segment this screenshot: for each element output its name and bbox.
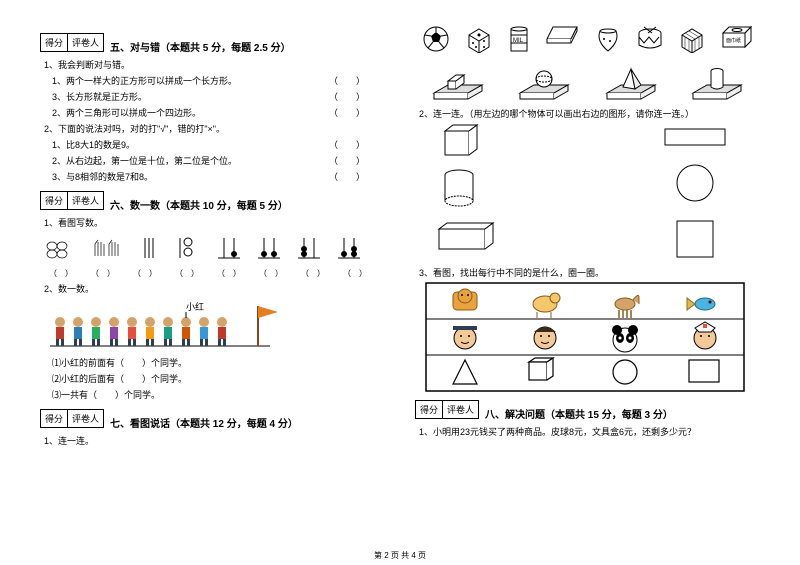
q5-2a: 1、比8大1的数是9。（ ）: [52, 138, 385, 151]
q6-1: 1、看图写数。: [44, 216, 385, 229]
cube-platform-icon: [428, 59, 488, 101]
score-label: 得分: [40, 409, 68, 428]
q5-2: 2、下面的说法对吗，对的打"√"，错的打"×"。: [44, 122, 385, 135]
section-6-title: 六、数一数（本题共 10 分，每题 5 分）: [110, 197, 288, 212]
can-icon: MIL: [507, 25, 531, 53]
section-7-header: 得分 评卷人 七、看图说话（本题共 12 分，每题 4 分）: [40, 409, 385, 430]
q5-1a: 1、两个一样大的正方形可以拼成一个长方形。（ ）: [52, 74, 385, 87]
section-5-header: 得分 评卷人 五、对与错（本题共 5 分，每题 2.5 分）: [40, 33, 385, 54]
q5-1c: 2、两个三角形可以拼成一个四边形。（ ）: [52, 106, 385, 119]
grader-label: 评卷人: [68, 191, 104, 210]
section-5-title: 五、对与错（本题共 5 分，每题 2.5 分）: [110, 39, 291, 54]
score-box: 得分 评卷人: [415, 400, 479, 419]
dice-icon: [465, 25, 493, 53]
section-8-header: 得分 评卷人 八、解决问题（本题共 15 分，每题 3 分）: [415, 400, 760, 421]
soccer-ball-icon: [422, 25, 450, 53]
score-box: 得分 评卷人: [40, 409, 104, 428]
q6-2c: ⑶一共有（ ）个同学。: [52, 388, 385, 401]
score-label: 得分: [40, 33, 68, 52]
grader-label: 评卷人: [68, 33, 104, 52]
connect-shapes-figure: [415, 123, 755, 263]
eraser-icon: [545, 25, 579, 45]
score-label: 得分: [40, 191, 68, 210]
xiaohong-label: 小红: [186, 301, 204, 312]
svg-text:MIL: MIL: [513, 38, 524, 44]
cylinder-platform-icon: [687, 59, 747, 101]
q6-2: 2、数一数。: [44, 282, 385, 295]
page-footer: 第 2 页 共 4 页: [0, 550, 800, 561]
score-label: 得分: [415, 400, 443, 419]
q6-2b: ⑵小红的后面有（ ）个同学。: [52, 372, 385, 385]
score-box: 得分 评卷人: [40, 33, 104, 52]
section-8-title: 八、解决问题（本题共 15 分，每题 3 分）: [485, 406, 673, 421]
left-column: 得分 评卷人 五、对与错（本题共 5 分，每题 2.5 分） 1、我会判断对与错…: [40, 25, 385, 450]
platform-icons: [415, 59, 760, 101]
right-column: MIL 面巾纸 2、连一连。（用左边的哪个物体可以画出右边的图形，请你连一连。）: [415, 25, 760, 450]
tissue-box-icon: 面巾纸: [721, 25, 753, 49]
rubiks-cube-icon: [678, 25, 706, 53]
grader-label: 评卷人: [443, 400, 479, 419]
section-7-title: 七、看图说话（本题共 12 分，每题 4 分）: [110, 415, 298, 430]
q5-2c: 3、与8相邻的数是7和8。（ ）: [52, 170, 385, 183]
grader-label: 评卷人: [68, 409, 104, 428]
top-icons: MIL 面巾纸: [415, 25, 760, 53]
counting-blanks: （ ） （ ） （ ） （ ） （ ） （ ） （ ） （ ）: [40, 268, 385, 279]
queue-figure: 小红: [40, 298, 300, 353]
drum-icon: [636, 25, 664, 53]
q5-2b: 2、从右边起，第一位是十位，第二位是个位。（ ）: [52, 154, 385, 167]
odd-one-grid: [425, 282, 745, 392]
q8-1: 1、小明用23元钱买了两种商品。皮球8元，文具盒6元，还剩多少元？: [419, 425, 760, 438]
r-q3: 3、看图，找出每行中不同的是什么，圈一圈。: [419, 266, 760, 279]
svg-text:面巾纸: 面巾纸: [726, 37, 741, 44]
r-q2: 2、连一连。（用左边的哪个物体可以画出右边的图形，请你连一连。）: [419, 107, 760, 120]
counting-figure: [40, 232, 380, 268]
pyramid-platform-icon: [601, 59, 661, 101]
q6-2a: ⑴小红的前面有（ ）个同学。: [52, 356, 385, 369]
q7-1: 1、连一连。: [44, 434, 385, 447]
fishbowl-icon: [594, 25, 622, 53]
q5-1b: 3、长方形就是正方形。（ ）: [52, 90, 385, 103]
section-6-header: 得分 评卷人 六、数一数（本题共 10 分，每题 5 分）: [40, 191, 385, 212]
sphere-platform-icon: [514, 59, 574, 101]
q5-1: 1、我会判断对与错。: [44, 58, 385, 71]
score-box: 得分 评卷人: [40, 191, 104, 210]
